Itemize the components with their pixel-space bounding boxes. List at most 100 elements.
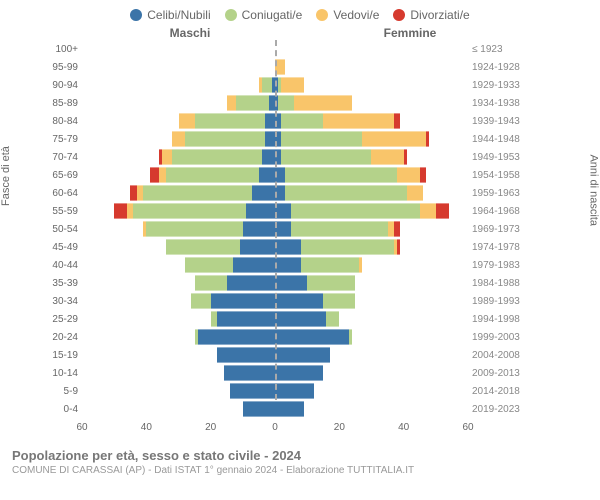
birth-year-label: 1989-1993 [468,296,528,307]
segment [291,221,388,237]
age-row: 85-891934-1938 [48,94,528,112]
segment [172,149,262,165]
birth-year-label: ≤ 1923 [468,44,528,55]
segment [243,221,275,237]
x-tick: 40 [141,422,152,433]
segment [275,401,304,417]
segment [143,185,252,201]
age-row: 20-241999-2003 [48,328,528,346]
age-label: 25-29 [48,314,82,325]
segment [240,239,275,255]
bars-female [275,77,468,93]
segment [394,113,400,129]
age-row: 10-142009-2013 [48,364,528,382]
bars-male [82,95,275,111]
segment [426,131,429,147]
chart-subtitle: COMUNE DI CARASSAI (AP) - Dati ISTAT 1° … [12,465,600,476]
segment [162,149,172,165]
legend-label: Celibi/Nubili [147,8,210,22]
segment [236,95,268,111]
age-row: 35-391984-1988 [48,274,528,292]
x-tick: 20 [334,422,345,433]
bars-female [275,401,468,417]
segment [265,113,275,129]
segment [233,257,275,273]
age-row: 90-941929-1933 [48,76,528,94]
bars-female [275,95,468,111]
bars-female [275,365,468,381]
birth-year-label: 1984-1988 [468,278,528,289]
bars-female [275,329,468,345]
birth-year-label: 2014-2018 [468,386,528,397]
segment [285,167,398,183]
segment [185,131,265,147]
age-row: 100+≤ 1923 [48,40,528,58]
birth-year-label: 1944-1948 [468,134,528,145]
legend-swatch [316,9,328,21]
segment [281,131,361,147]
bars-female [275,167,468,183]
bars-male [82,329,275,345]
bars-male [82,293,275,309]
chart-footer: Popolazione per età, sesso e stato civil… [0,436,600,476]
x-axis: 6040200204060 [0,420,600,436]
bars-male [82,113,275,129]
age-label: 80-84 [48,116,82,127]
birth-year-label: 1964-1968 [468,206,528,217]
age-row: 45-491974-1978 [48,238,528,256]
segment [359,257,362,273]
segment [281,113,323,129]
bars-female [275,347,468,363]
population-pyramid: 100+≤ 192395-991924-192890-941929-193385… [0,40,600,420]
segment [166,239,240,255]
segment [275,383,314,399]
x-tick: 60 [76,422,87,433]
segment [436,203,449,219]
segment [275,311,326,327]
segment [262,149,275,165]
birth-year-label: 1924-1928 [468,62,528,73]
bars-female [275,311,468,327]
bars-female [275,149,468,165]
birth-year-label: 2004-2008 [468,350,528,361]
segment [146,221,243,237]
segment [275,329,349,345]
bars-male [82,347,275,363]
bars-male [82,401,275,417]
segment [195,113,266,129]
segment [230,383,275,399]
segment [362,131,426,147]
segment [275,365,323,381]
segment [133,203,246,219]
birth-year-label: 1979-1983 [468,260,528,271]
bars-male [82,185,275,201]
segment [371,149,403,165]
segment [275,275,307,291]
bars-female [275,221,468,237]
segment [281,77,304,93]
bars-female [275,383,468,399]
segment [291,203,420,219]
legend-label: Coniugati/e [242,8,303,22]
segment [294,95,352,111]
segment [394,221,400,237]
bars-female [275,257,468,273]
legend-swatch [225,9,237,21]
segment [275,347,330,363]
age-row: 30-34 1989-1993 [48,292,528,310]
segment [217,311,275,327]
age-label: 30-34 [48,296,82,307]
age-label: 85-89 [48,98,82,109]
age-row: 70-741949-1953 [48,148,528,166]
legend-swatch [130,9,142,21]
bars-male [82,275,275,291]
segment [172,131,185,147]
age-label: 20-24 [48,332,82,343]
bars-male [82,383,275,399]
x-tick: 40 [398,422,409,433]
age-label: 90-94 [48,80,82,91]
age-row: 65-691954-1958 [48,166,528,184]
birth-year-label: 1969-1973 [468,224,528,235]
segment [275,203,291,219]
segment [407,185,423,201]
